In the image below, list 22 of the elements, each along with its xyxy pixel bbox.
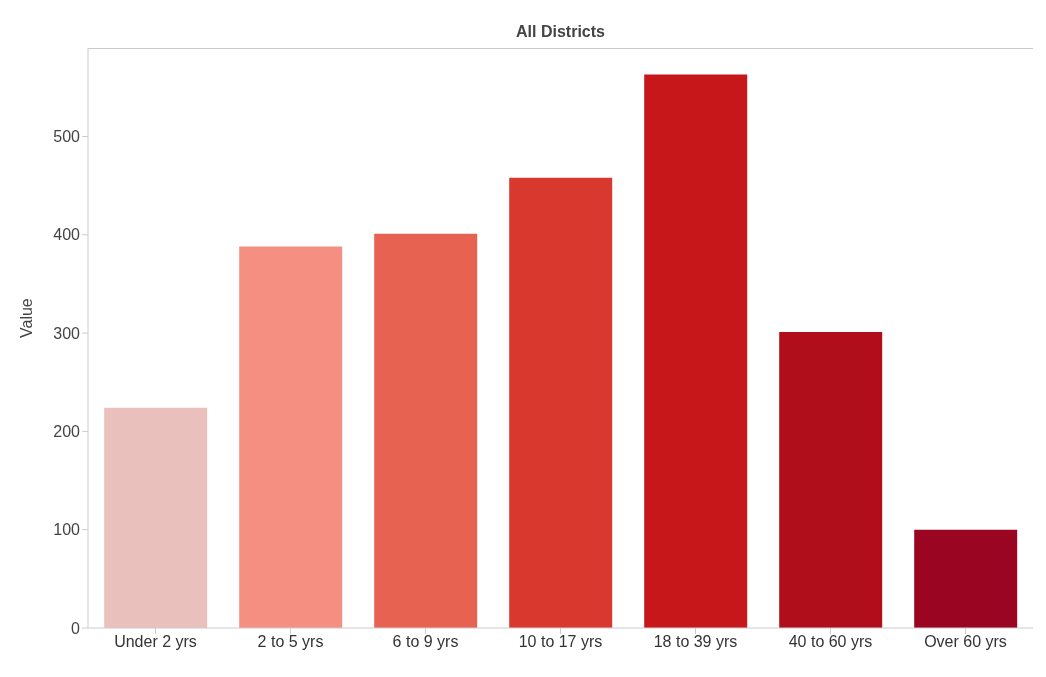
y-tick-label: 0 xyxy=(71,619,81,637)
bar xyxy=(509,177,613,628)
y-tick-label: 200 xyxy=(53,423,81,441)
x-tick-label: 10 to 17 yrs xyxy=(518,633,603,651)
bar xyxy=(374,233,478,628)
x-tick-label: 18 to 39 yrs xyxy=(653,633,738,651)
bar xyxy=(239,246,343,628)
bar xyxy=(104,407,208,628)
chart-title: All Districts xyxy=(88,16,1033,49)
x-tick-label: 2 to 5 yrs xyxy=(257,633,324,651)
x-tick-label: Under 2 yrs xyxy=(114,633,197,651)
y-tick-label: 400 xyxy=(53,226,81,244)
y-tick-label: 100 xyxy=(53,521,81,539)
x-tick-label: Over 60 yrs xyxy=(924,633,1007,651)
y-tick-label: 500 xyxy=(53,128,81,146)
bar xyxy=(644,74,748,628)
x-tick-label: 40 to 60 yrs xyxy=(788,633,873,651)
y-tick-label: 300 xyxy=(53,324,81,342)
bar xyxy=(914,529,1018,628)
y-axis-title: Value xyxy=(17,298,35,338)
x-tick-label: 6 to 9 yrs xyxy=(392,633,459,651)
bar xyxy=(779,332,883,628)
